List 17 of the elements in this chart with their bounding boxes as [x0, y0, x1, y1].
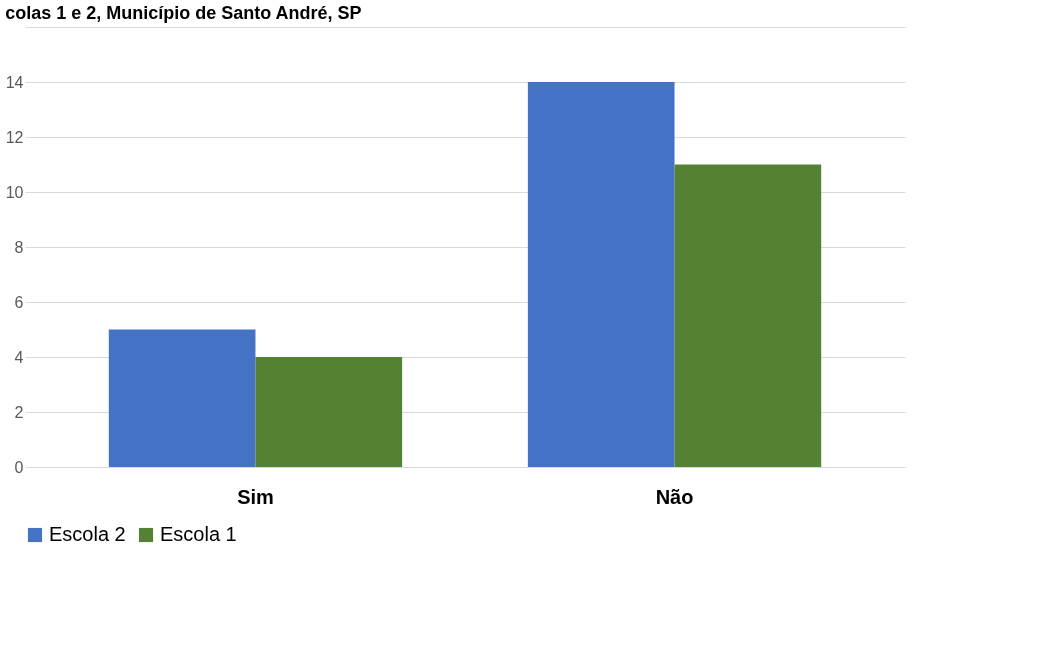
bar	[108, 329, 256, 467]
y-tick-label: 14	[5, 73, 24, 91]
y-tick-label: 4	[14, 348, 24, 366]
legend-label: Escola 1	[160, 523, 237, 545]
x-tick-label: Não	[655, 485, 694, 508]
y-tick-label: 2	[14, 403, 24, 421]
chart-title: colas 1 e 2, Município de Santo André, SP	[5, 3, 362, 23]
bar	[527, 82, 675, 467]
x-tick-label: Sim	[237, 485, 274, 508]
y-tick-label: 0	[14, 458, 24, 476]
y-tick-label: 10	[5, 183, 24, 201]
bar	[255, 357, 403, 467]
y-tick-label: 8	[14, 238, 24, 256]
y-tick-label: 12	[5, 128, 24, 146]
y-tick-label: 6	[14, 293, 24, 311]
legend-label: Escola 2	[49, 523, 126, 545]
bar	[674, 164, 822, 467]
